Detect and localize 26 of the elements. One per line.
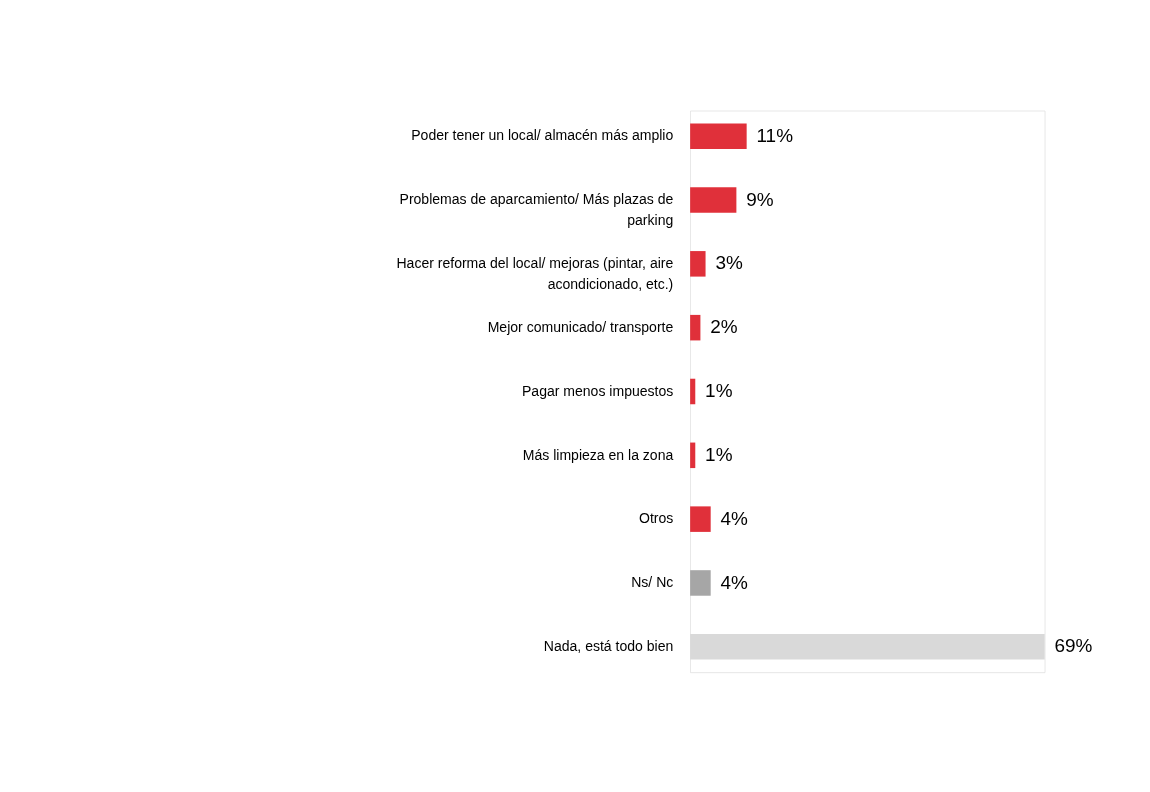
data-label: 69%: [1054, 635, 1093, 657]
data-label: 4%: [720, 571, 749, 593]
data-label: 1%: [705, 443, 733, 465]
bar: [690, 442, 696, 469]
y-tick-label: Poder tener un local/ almacén más amplio: [411, 127, 674, 144]
data-label: 3%: [715, 252, 743, 274]
bar: [690, 314, 701, 341]
y-tick-label: Otros: [638, 510, 674, 527]
y-tick-label: Hacer reforma del local/ mejoras (pintar, aire acondicionado, etc.): [396, 255, 674, 293]
data-label: 2%: [710, 316, 738, 338]
y-tick-label: Pagar menos impuestos: [521, 382, 674, 399]
bar: [690, 251, 706, 277]
y-tick-label: Más limpieza en la zona: [522, 446, 674, 463]
data-label: 9%: [746, 188, 774, 210]
y-tick-label: Mejor comunicado/ transporte: [487, 318, 674, 335]
y-tick-label: Ns/ Nc: [631, 574, 674, 591]
bar: [690, 123, 747, 149]
bar: [690, 506, 711, 532]
data-label: 4%: [720, 507, 749, 529]
bar: [690, 187, 737, 213]
bar: [690, 378, 696, 405]
data-label: 11%: [756, 124, 794, 146]
y-tick-label: Nada, está todo bien: [543, 638, 674, 654]
data-label: 1%: [705, 380, 733, 402]
bar: [690, 570, 711, 596]
y-tick-label: Problemas de aparcamiento/ Más plazas de parking: [399, 191, 674, 229]
